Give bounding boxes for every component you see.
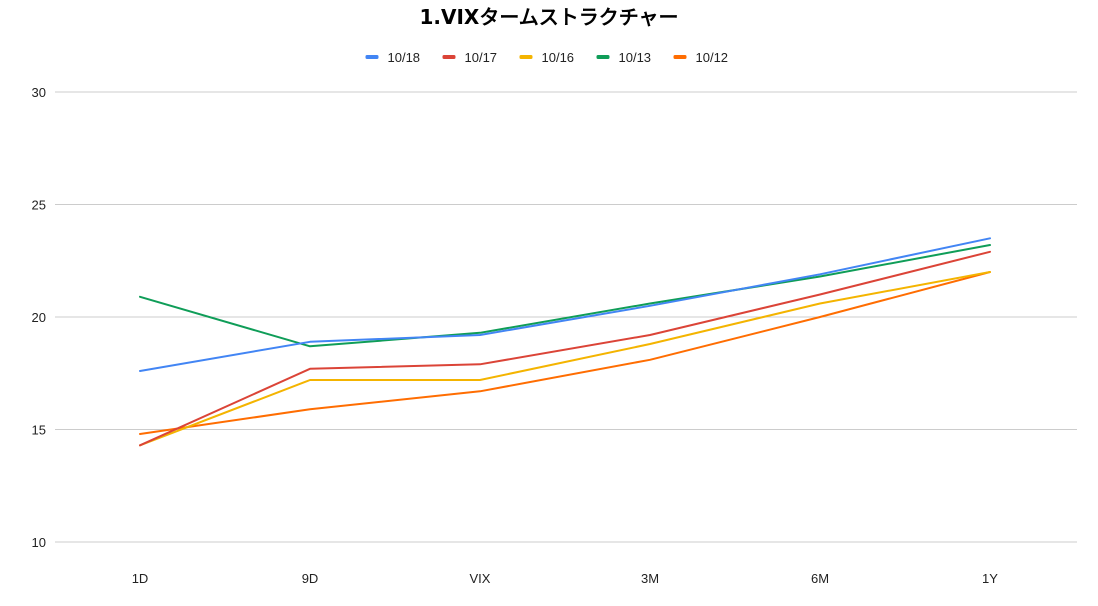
legend-swatch xyxy=(673,55,687,59)
y-tick-label: 15 xyxy=(32,423,46,438)
legend-label: 10/17 xyxy=(465,50,498,65)
series-line-10-16 xyxy=(139,271,991,447)
x-tick-label: 9D xyxy=(302,571,319,586)
legend-swatch xyxy=(365,55,379,59)
chart-title: 1.VIXタームストラクチャー xyxy=(419,5,678,29)
y-tick-label: 30 xyxy=(32,85,46,100)
legend-label: 10/12 xyxy=(696,50,729,65)
x-axis: 1D 9D VIX 3M 6M 1Y xyxy=(132,571,999,586)
series-group xyxy=(139,237,991,447)
legend-label: 10/18 xyxy=(388,50,421,65)
series-line-10-18 xyxy=(139,237,991,372)
legend[interactable]: 10/18 10/17 10/16 10/13 10/12 xyxy=(365,50,729,65)
legend-item-10-13[interactable]: 10/13 xyxy=(596,50,652,65)
legend-swatch xyxy=(596,55,610,59)
legend-label: 10/13 xyxy=(619,50,652,65)
x-tick-label: 6M xyxy=(811,571,829,586)
legend-item-10-12[interactable]: 10/12 xyxy=(673,50,729,65)
series-line-10-13 xyxy=(139,244,991,348)
y-tick-label: 10 xyxy=(32,535,46,550)
legend-item-10-17[interactable]: 10/17 xyxy=(442,50,498,65)
legend-swatch xyxy=(442,55,456,59)
legend-swatch xyxy=(519,55,533,59)
x-tick-label: 3M xyxy=(641,571,659,586)
y-tick-label: 20 xyxy=(32,310,46,325)
legend-item-10-16[interactable]: 10/16 xyxy=(519,50,575,65)
y-axis: 10 15 20 25 30 xyxy=(32,85,46,550)
y-tick-label: 25 xyxy=(32,198,46,213)
x-tick-label: 1D xyxy=(132,571,149,586)
legend-label: 10/16 xyxy=(542,50,575,65)
series-line-10-12 xyxy=(139,271,991,435)
series-line-10-17 xyxy=(139,250,991,447)
legend-item-10-18[interactable]: 10/18 xyxy=(365,50,421,65)
x-tick-label: 1Y xyxy=(982,571,998,586)
x-tick-label: VIX xyxy=(470,571,491,586)
